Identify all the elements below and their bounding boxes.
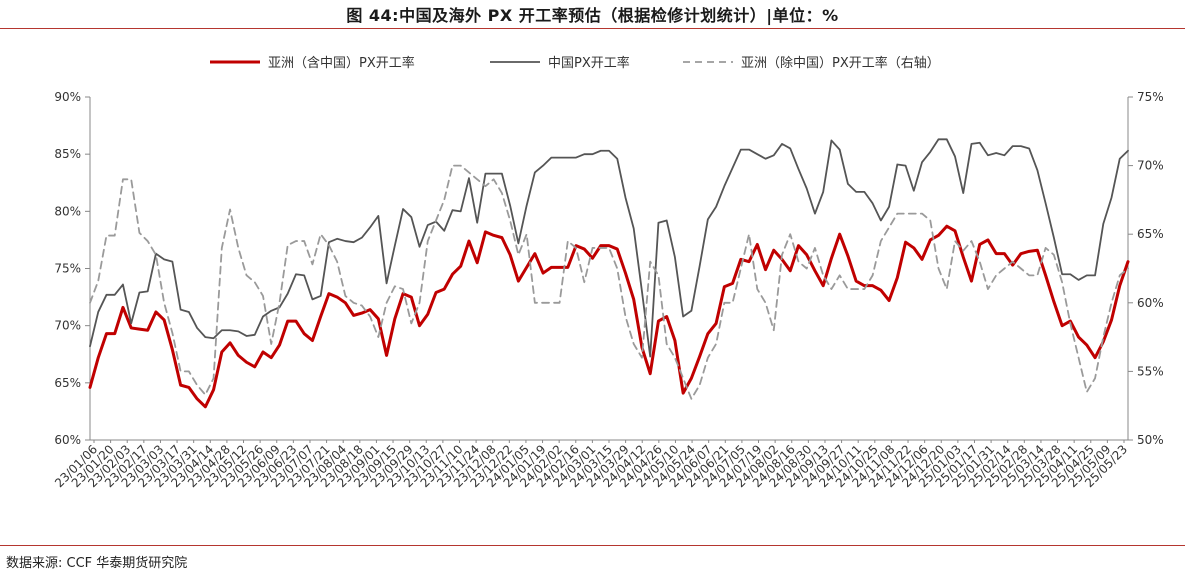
y-right-tick-label: 50% xyxy=(1137,433,1164,447)
y-right-tick-label: 55% xyxy=(1137,364,1164,378)
legend-label-1: 亚洲（含中国）PX开工率 xyxy=(268,55,415,71)
series-line-2 xyxy=(89,138,1129,358)
source-divider xyxy=(0,545,1185,546)
y-left-tick-label: 60% xyxy=(54,433,81,447)
line-chart: 亚洲（含中国）PX开工率 中国PX开工率 亚洲（除中国）PX开工率（右轴） 60% 6… xyxy=(52,55,1164,490)
legend-label-3: 亚洲（除中国）PX开工率（右轴） xyxy=(741,55,940,71)
legend-label-2: 中国PX开工率 xyxy=(548,55,630,71)
y-left-tick-label: 80% xyxy=(54,204,81,218)
source-note: 数据来源: CCF 华泰期货研究院 xyxy=(6,556,188,571)
chart-series xyxy=(88,138,1130,409)
chart-legend: 亚洲（含中国）PX开工率 中国PX开工率 亚洲（除中国）PX开工率（右轴） xyxy=(210,55,940,71)
title-divider xyxy=(0,28,1185,29)
y-right-tick-label: 60% xyxy=(1137,296,1164,310)
y-right-tick-label: 65% xyxy=(1137,227,1164,241)
y-left-tick-label: 70% xyxy=(54,319,81,333)
y-right-tick-label: 75% xyxy=(1137,90,1164,104)
y-left-tick-label: 65% xyxy=(54,376,81,390)
series-line-3 xyxy=(89,164,1129,400)
chart-axes: 60%65%70%75%80%85%90%50%55%60%65%70%75%2… xyxy=(52,90,1164,490)
y-right-tick-label: 70% xyxy=(1137,159,1164,173)
y-left-tick-label: 85% xyxy=(54,147,81,161)
y-left-tick-label: 75% xyxy=(54,262,81,276)
series-line-1 xyxy=(88,224,1130,409)
chart-title: 图 44:中国及海外 PX 开工率预估（根据检修计划统计）|单位：% xyxy=(346,6,839,25)
y-left-tick-label: 90% xyxy=(54,90,81,104)
